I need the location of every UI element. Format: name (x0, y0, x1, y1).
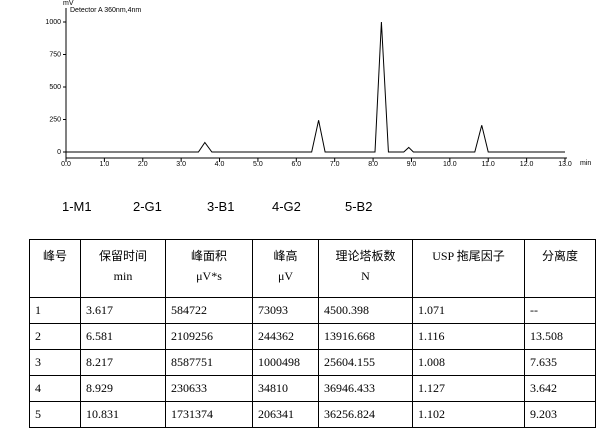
cell: 4 (29, 375, 81, 402)
x-tick-label: 10.0 (443, 161, 457, 168)
cell: 4500.398 (318, 297, 413, 324)
x-tick-label: 7.0 (330, 161, 340, 168)
y-tick-label: 500 (49, 84, 61, 91)
cell: 36256.824 (318, 401, 413, 428)
header-cell: 理论塔板数 N (318, 239, 413, 298)
cell: 34810 (252, 375, 319, 402)
header-cell: 峰号 (29, 239, 81, 298)
row: 1 3.617 584722 73093 4500.398 1.071 -- (29, 297, 596, 324)
cell: 1731374 (165, 401, 253, 428)
header-text: N (361, 269, 370, 283)
cell: 8587751 (165, 349, 253, 376)
cell: 25604.155 (318, 349, 413, 376)
cell: 9.203 (524, 401, 596, 428)
header-text: 峰号 (42, 249, 67, 263)
row: 2 6.581 2109256 244362 13916.668 1.116 13.508 (29, 323, 596, 350)
x-tick-label: 8.0 (368, 161, 378, 168)
header-cell: 峰面积 μV*s (165, 239, 253, 298)
row: 5 10.831 1731374 206341 36256.824 1.102 9.203 (29, 401, 596, 428)
cell: 3 (29, 349, 81, 376)
cell: 1.127 (412, 375, 525, 402)
peak-name: 2-G1 (133, 199, 162, 214)
trace (66, 21, 565, 153)
x-tick-label: 2.0 (138, 161, 148, 168)
cell: 584722 (165, 297, 253, 324)
header-text: μV*s (196, 269, 222, 283)
header-cell: 保留时间 min (80, 239, 166, 298)
cell: 2 (29, 323, 81, 350)
cell: 3.642 (524, 375, 596, 402)
header-row: 峰号 保留时间 min 峰面积 μV*s 峰高 μV 理论塔板数 N USP 拖尾因子 分离度 (29, 239, 596, 298)
x-tick-label: 11.0 (482, 161, 495, 168)
cell: 8.217 (80, 349, 166, 376)
cell: 1000498 (252, 349, 319, 376)
cell: 8.929 (80, 375, 166, 402)
results-table: 峰号 保留时间 min 峰面积 μV*s 峰高 μV 理论塔板数 N USP 拖尾因子 分离度 1 3.… (29, 239, 596, 428)
y-tick-label: 1000 (45, 19, 61, 26)
header-text: 理论塔板数 (335, 249, 396, 263)
x-tick-label: 3.0 (176, 161, 186, 168)
x-tick-label: 0.0 (61, 161, 71, 168)
y-axis-label: mV (63, 0, 74, 7)
cell: 2109256 (165, 323, 253, 350)
y-tick-label: 0 (57, 149, 61, 156)
cell: 36946.433 (318, 375, 413, 402)
x-tick-label: 13.0 (558, 161, 572, 168)
y-tick-label: 250 (49, 117, 61, 124)
cell: 1.102 (412, 401, 525, 428)
cell: 6.581 (80, 323, 166, 350)
peak-name: 1-M1 (62, 199, 92, 214)
x-tick-label: 6.0 (291, 161, 301, 168)
peak-name: 4-G2 (272, 199, 301, 214)
detector-label: Detector A 360nm,4nm (70, 7, 141, 14)
header-cell: 分离度 (524, 239, 596, 298)
x-tick-label: 4.0 (215, 161, 225, 168)
cell: 7.635 (524, 349, 596, 376)
cell: 3.617 (80, 297, 166, 324)
y-tick-label: 750 (49, 52, 61, 59)
cell: 244362 (252, 323, 319, 350)
cell: -- (524, 297, 596, 324)
cell: 5 (29, 401, 81, 428)
header-text: 峰面积 (190, 249, 227, 263)
cell: 73093 (252, 297, 319, 324)
header-text: USP 拖尾因子 (432, 249, 505, 263)
x-tick-label: 1.0 (100, 161, 110, 168)
header-text: μV (277, 269, 294, 283)
header-text: min (113, 269, 133, 283)
cell: 1.008 (412, 349, 525, 376)
header-cell: USP 拖尾因子 (412, 239, 525, 298)
cell: 1 (29, 297, 81, 324)
row: 3 8.217 8587751 1000498 25604.155 1.008 7.635 (29, 349, 596, 376)
x-tick-label: 9.0 (407, 161, 417, 168)
x-tick-label: 12.0 (520, 161, 534, 168)
cell: 1.116 (412, 323, 525, 350)
peak-name: 5-B2 (345, 199, 373, 214)
peak-name: 3-B1 (207, 199, 235, 214)
header-cell: 峰高 μV (252, 239, 319, 298)
cell: 206341 (252, 401, 319, 428)
header-text: 分离度 (541, 249, 578, 263)
chromatogram: mV Detector A 360nm,4nm min 0 250 500 750 10… (45, 0, 591, 168)
cell: 1.071 (412, 297, 525, 324)
cell: 10.831 (80, 401, 166, 428)
cell: 13.508 (524, 323, 596, 350)
header-text: 保留时间 (98, 249, 147, 263)
cell: 230633 (165, 375, 253, 402)
row: 4 8.929 230633 34810 36946.433 1.127 3.642 (29, 375, 596, 402)
header-text: 峰高 (273, 249, 298, 263)
cell: 13916.668 (318, 323, 413, 350)
x-axis-label: min (580, 160, 591, 167)
x-tick-label: 5.0 (253, 161, 263, 168)
